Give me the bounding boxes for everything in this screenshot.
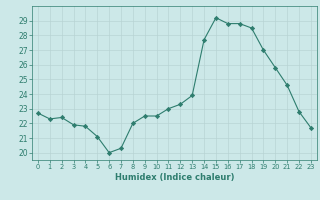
X-axis label: Humidex (Indice chaleur): Humidex (Indice chaleur) [115, 173, 234, 182]
